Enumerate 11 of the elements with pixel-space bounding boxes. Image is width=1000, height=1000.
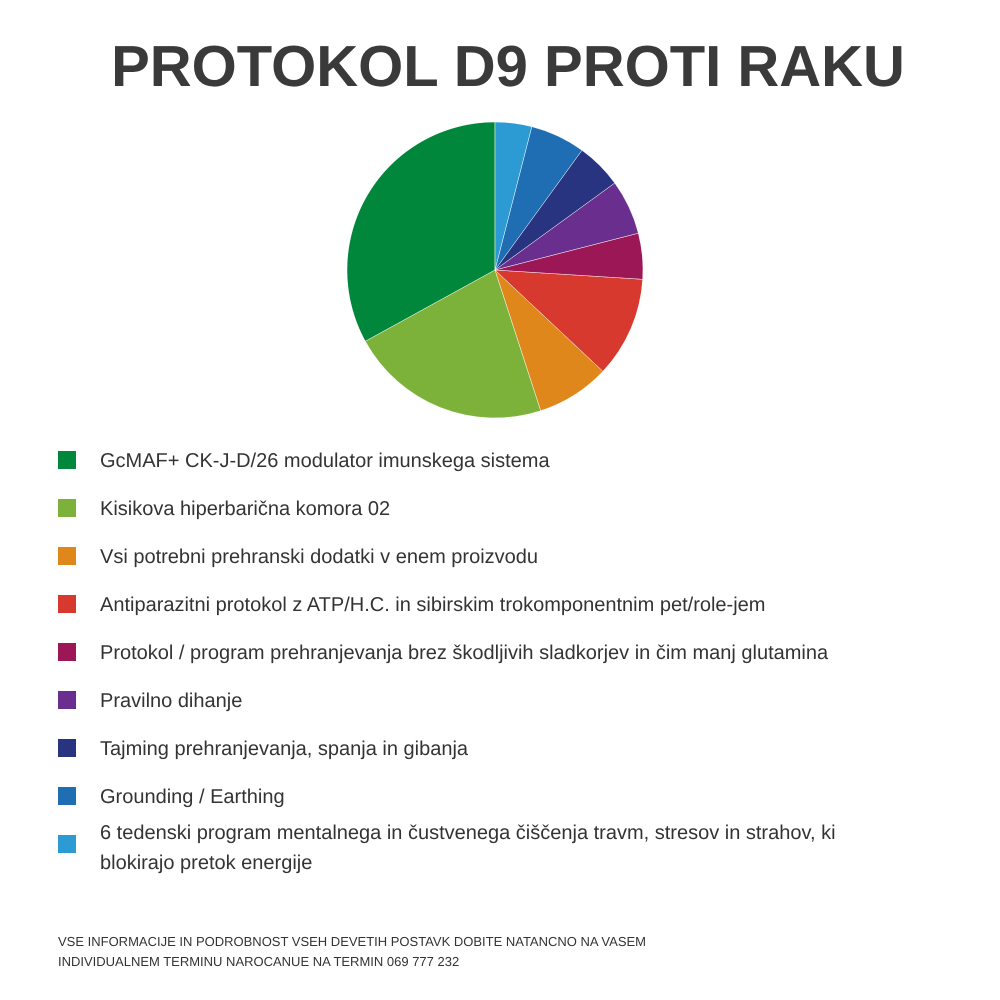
legend-label: Vsi potrebni prehranski dodatki v enem proizvodu bbox=[100, 546, 538, 568]
legend-label: Tajming prehranjevanja, spanja in gibanja bbox=[100, 738, 469, 760]
chart-title: PROTOKOL D9 PROTI RAKU bbox=[111, 34, 905, 99]
legend-label: Antiparazitni protokol z ATP/H.C. in sibirskim trokomponentnim pet/role-jem bbox=[100, 594, 766, 616]
legend-label: Pravilno dihanje bbox=[100, 690, 242, 712]
text: VSE INFORMACIJE IN PODROBNOST VSEH DEVETIH POSTAVK DOBITE NATANCNO NA VASEM INDIVIDUALNEM TERMINU NAROCANUE NA TERMIN 069 777 232 bbox=[58, 934, 646, 969]
legend-label: 6 tedenski program mentalnega in čustvenega čiščenja travm, stresov in strahov, ki blokirajo pretok energije bbox=[100, 822, 836, 874]
legend-label: Kisikova hiperbarična komora 02 bbox=[100, 498, 390, 520]
legend-label: GcMAF+ CK-J-D/26 modulator imunskega sistema bbox=[100, 450, 550, 472]
legend-label: Grounding / Earthing bbox=[100, 786, 285, 808]
legend-label: Protokol / program prehranjevanja brez škodljivih sladkorjev in čim manj glutamina bbox=[100, 642, 829, 664]
